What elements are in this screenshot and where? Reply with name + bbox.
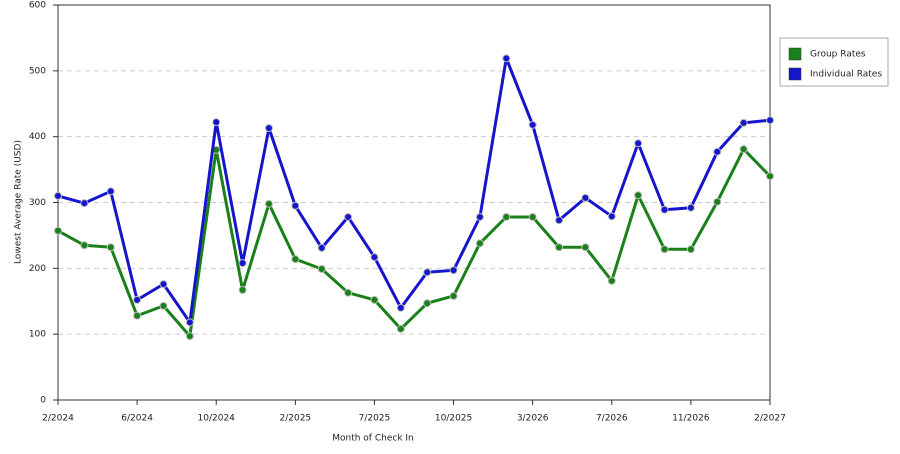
point: [423, 268, 432, 277]
point: [423, 299, 432, 308]
x-tick-label: 7/2025: [359, 414, 391, 424]
point: [238, 259, 247, 268]
point: [344, 288, 353, 297]
point: [660, 245, 669, 254]
point: [475, 239, 484, 248]
point: [370, 295, 379, 304]
x-axis-label: Month of Check In: [332, 434, 414, 444]
point: [133, 295, 142, 304]
plot-frame: [57, 4, 771, 401]
x-tick-label: 2/2024: [42, 414, 74, 424]
point: [317, 264, 326, 273]
y-tick-label: 400: [29, 132, 46, 142]
point: [739, 145, 748, 154]
x-tick-label: 7/2026: [596, 414, 628, 424]
point: [660, 205, 669, 214]
x-tick-label: 3/2026: [517, 414, 549, 424]
point: [344, 212, 353, 221]
point: [739, 118, 748, 127]
point: [212, 118, 221, 127]
point: [185, 332, 194, 341]
point: [106, 243, 115, 252]
point: [713, 147, 722, 156]
point: [581, 243, 590, 252]
y-tick-label: 600: [29, 1, 46, 11]
series-line: [57, 147, 772, 338]
point: [133, 311, 142, 320]
point: [264, 199, 273, 208]
point: [502, 54, 511, 63]
point: [80, 199, 89, 208]
point: [449, 291, 458, 300]
point: [634, 191, 643, 200]
point: [396, 303, 405, 312]
point: [80, 241, 89, 250]
y-tick-label: 0: [40, 396, 46, 406]
point: [607, 212, 616, 221]
point: [502, 212, 511, 221]
y-tick-label: 300: [29, 198, 46, 208]
point: [686, 203, 695, 212]
point: [528, 212, 537, 221]
y-axis-label: Lowest Average Rate (USD): [14, 140, 24, 264]
point: [238, 286, 247, 295]
point: [555, 243, 564, 252]
point: [264, 124, 273, 133]
point: [106, 187, 115, 196]
point: [766, 116, 774, 125]
point: [54, 226, 62, 235]
x-tick-label: 2/2027: [754, 414, 786, 424]
point: [713, 197, 722, 206]
y-tick-label: 500: [29, 66, 46, 76]
y-tick-label: 200: [29, 264, 46, 274]
point: [396, 324, 405, 333]
x-tick-label: 10/2025: [435, 414, 472, 424]
point: [528, 120, 537, 129]
point: [317, 243, 326, 252]
point: [370, 253, 379, 262]
point: [475, 212, 484, 221]
series-line: [57, 56, 771, 324]
point: [291, 201, 300, 210]
point: [634, 139, 643, 148]
legend-label: Group Rates: [810, 50, 866, 60]
point: [159, 301, 168, 310]
point: [607, 276, 616, 285]
point: [291, 255, 300, 264]
legend-swatch: [788, 67, 802, 81]
point: [686, 245, 695, 254]
point: [555, 216, 564, 225]
point: [449, 266, 458, 275]
point: [766, 172, 774, 181]
point: [159, 280, 168, 289]
legend-swatch: [788, 47, 802, 61]
legend-label: Individual Rates: [810, 70, 882, 80]
x-tick-label: 2/2025: [279, 414, 311, 424]
point: [54, 191, 62, 200]
point: [185, 318, 194, 327]
x-tick-label: 10/2024: [198, 414, 236, 424]
x-tick-label: 6/2024: [121, 414, 153, 424]
x-tick-label: 11/2026: [672, 414, 710, 424]
point: [581, 193, 590, 202]
y-tick-label: 100: [29, 330, 46, 340]
